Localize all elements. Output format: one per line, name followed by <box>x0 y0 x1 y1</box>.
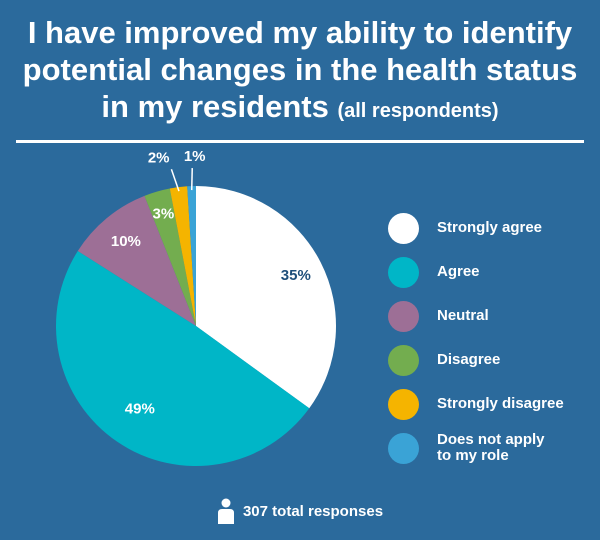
legend-swatch-strongly-disagree <box>388 388 419 420</box>
pie-slice-neutral <box>77 195 196 326</box>
pie-slice-agree <box>55 250 310 467</box>
data-label-strongly-disagree: 2% <box>148 150 170 166</box>
data-label-neutral: 10% <box>111 233 141 250</box>
legend-label-agree: Agree <box>437 263 480 280</box>
leader-line-does-not-apply <box>190 168 193 191</box>
data-label-agree: 49% <box>125 401 155 418</box>
data-label-disagree: 3% <box>153 206 175 223</box>
legend-label-does-not-apply: Does not apply to my role <box>437 431 545 464</box>
response-count: 307 total responses <box>0 498 600 524</box>
legend-label-strongly-disagree: Strongly disagree <box>437 395 564 412</box>
pie-slice-disagree <box>144 188 196 326</box>
person-icon <box>217 498 234 524</box>
title-line-3: in my residents <box>101 89 329 124</box>
leader-line-strongly-disagree <box>170 169 180 192</box>
pie-slice-strongly-agree <box>196 186 336 409</box>
chart-legend: Strongly agree Agree Neutral Disagree St… <box>388 206 588 470</box>
legend-swatch-strongly-agree <box>388 212 419 244</box>
pie-chart: 35% 49% 10% 3% 2% 1% <box>55 150 336 467</box>
pie-slice-strongly-disagree <box>169 186 196 326</box>
legend-item-agree: Agree <box>388 250 588 294</box>
legend-swatch-neutral <box>388 300 419 332</box>
legend-label-strongly-agree: Strongly agree <box>437 219 543 236</box>
legend-label-disagree: Disagree <box>437 351 501 368</box>
legend-item-does-not-apply: Does not apply to my role <box>388 426 588 470</box>
chart-title: I have improved my ability to identify p… <box>0 14 600 130</box>
data-label-does-not-apply: 1% <box>184 150 206 165</box>
legend-item-disagree: Disagree <box>388 338 588 382</box>
title-line-2: potential changes in the health status <box>22 52 578 87</box>
legend-item-strongly-disagree: Strongly disagree <box>388 382 588 426</box>
title-line-1: I have improved my ability to identify <box>27 15 573 50</box>
legend-swatch-agree <box>388 256 419 288</box>
legend-label-neutral: Neutral <box>437 307 489 324</box>
legend-swatch-disagree <box>388 344 419 376</box>
title-divider <box>16 140 584 143</box>
total-responses-text: 307 total responses <box>242 502 384 520</box>
pie-slice-does-not-apply <box>187 186 196 326</box>
legend-item-neutral: Neutral <box>388 294 588 338</box>
data-label-strongly-agree: 35% <box>281 267 311 284</box>
legend-item-strongly-agree: Strongly agree <box>388 206 588 250</box>
legend-swatch-does-not-apply <box>388 432 419 464</box>
title-note: (all respondents) <box>337 100 499 122</box>
